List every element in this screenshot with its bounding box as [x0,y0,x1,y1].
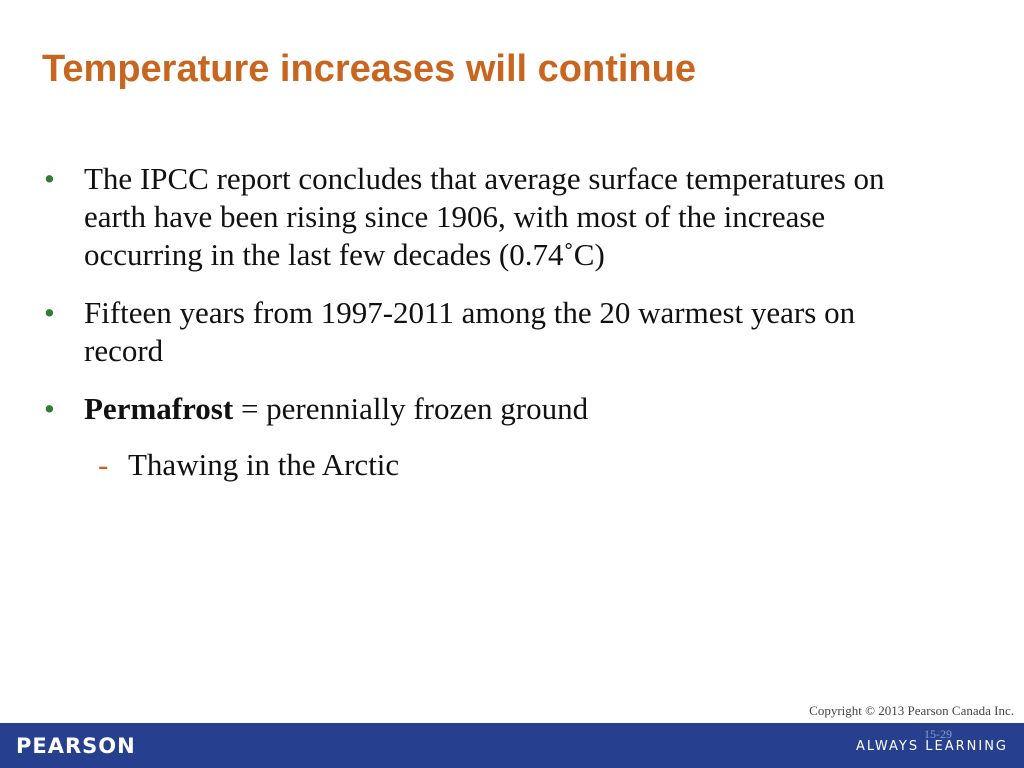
bullet-text: Fifteen years from 1997-2011 among the 2… [84,295,856,368]
bullet-list: The IPCC report concludes that average s… [44,160,924,504]
bullet: Permafrost = perennially frozen ground Th… [44,390,924,484]
bullet-text: = perennially frozen ground [233,391,589,426]
footer-bar: PEARSON 15-29 ALWAYS LEARNING [0,723,1024,768]
tagline: ALWAYS LEARNING [855,739,1008,754]
bullet-text: The IPCC report concludes that average s… [84,161,885,272]
slide-title: Temperature increases will continue [42,48,696,90]
sub-list: Thawing in the Arctic [84,446,924,484]
page-number: 15-29 [924,727,952,741]
bullet: Fifteen years from 1997-2011 among the 2… [44,294,924,370]
sub-bullet: Thawing in the Arctic [84,446,924,484]
bullet: The IPCC report concludes that average s… [44,160,924,274]
brand: PEARSON [16,734,136,758]
copyright: Copyright © 2013 Pearson Canada Inc. [809,703,1014,718]
bold-term: Permafrost [84,391,234,426]
